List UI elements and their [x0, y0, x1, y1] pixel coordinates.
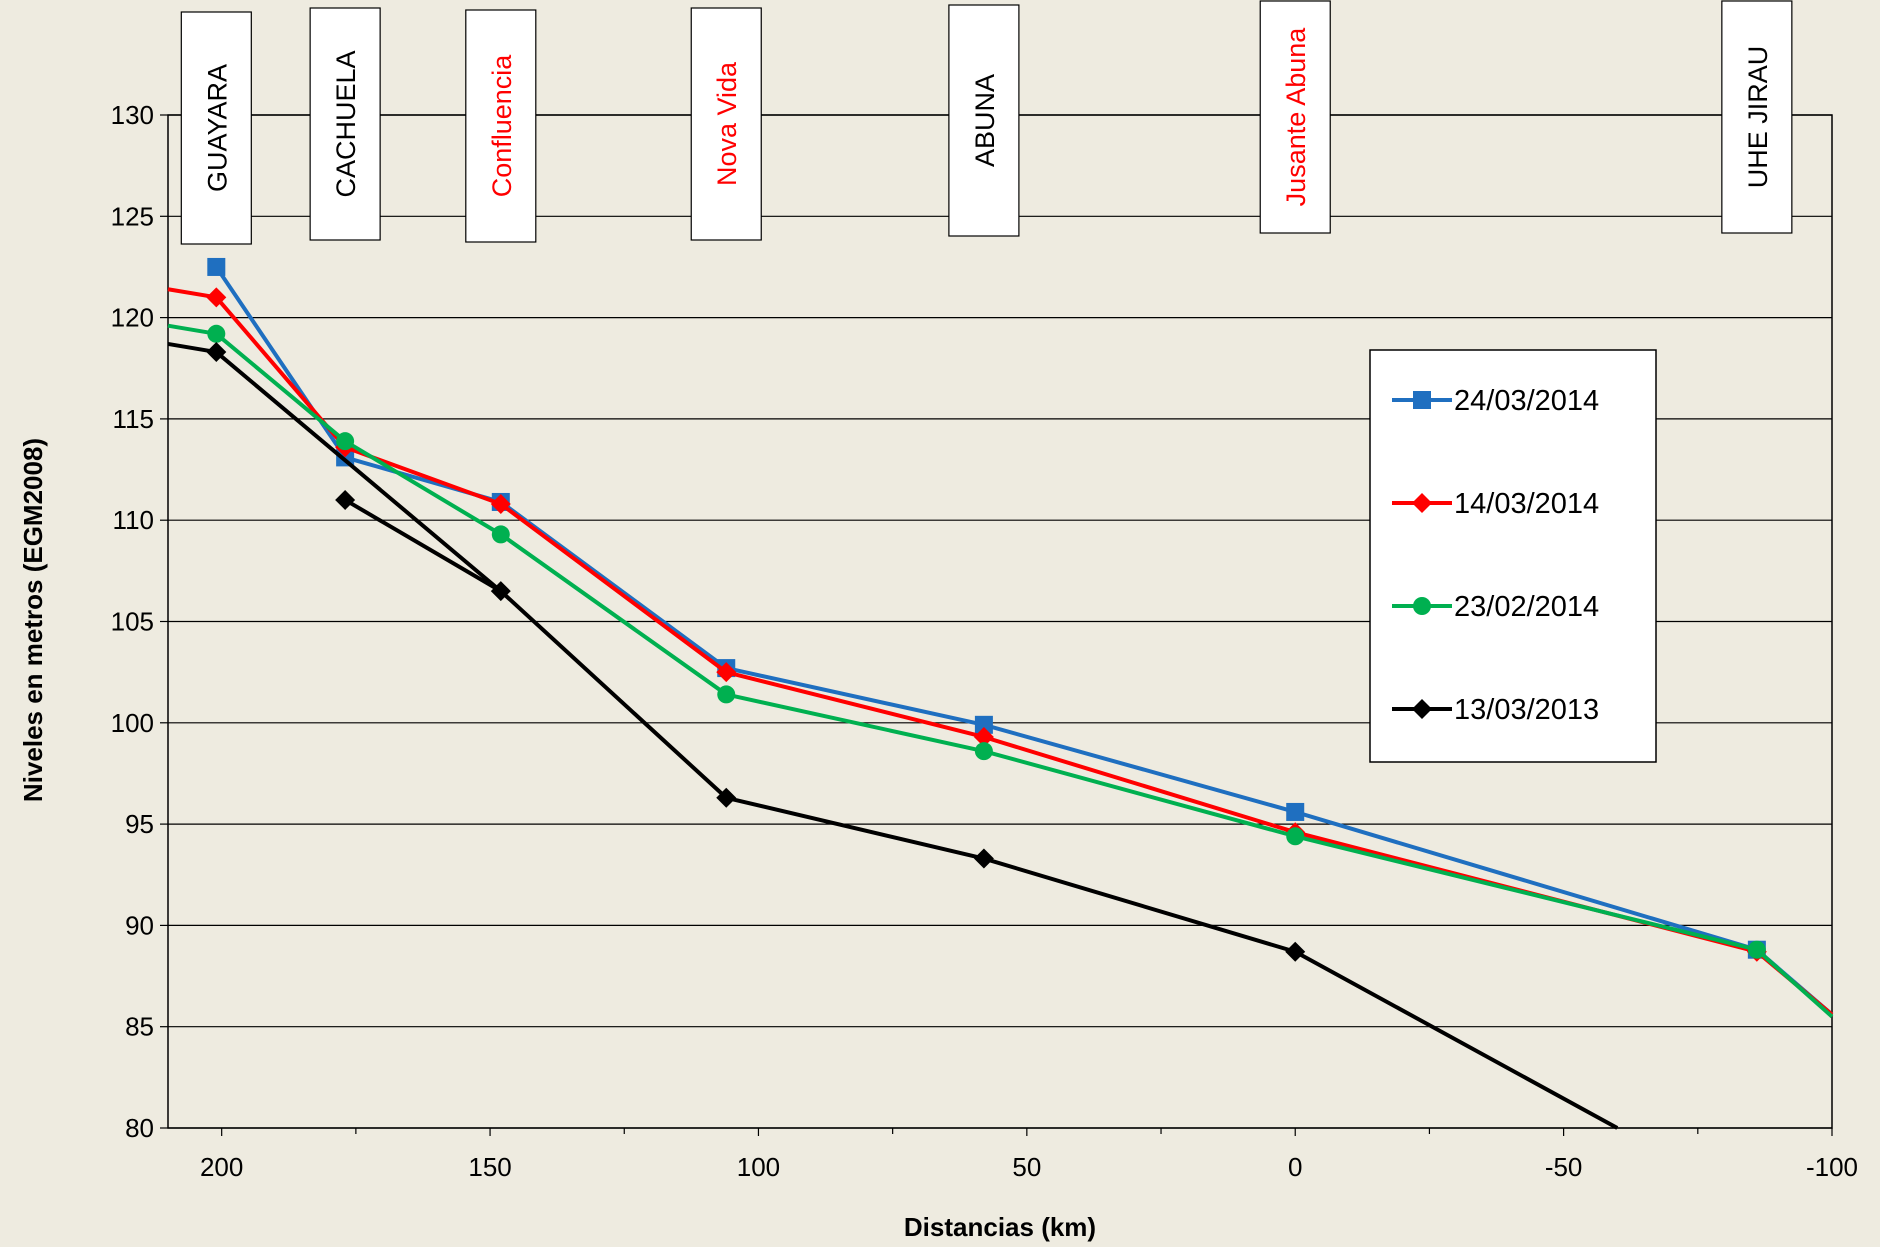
legend: 24/03/2014 14/03/2014 23/02/2014 13/03/2013 [1369, 349, 1657, 763]
y-tick-label: 125 [111, 201, 154, 231]
legend-label: 13/03/2013 [1454, 694, 1599, 726]
data-point [1412, 699, 1432, 719]
station-box [948, 4, 1020, 237]
data-point [1286, 802, 1305, 821]
x-tick-label: 100 [737, 1152, 780, 1182]
data-point [336, 432, 355, 451]
station-labels: GUAYARA CACHUELA Confluencia Nova Vida ABUNA… [180, 0, 1793, 245]
data-point [1285, 941, 1306, 962]
station-box [465, 9, 537, 243]
data-point [716, 662, 737, 683]
data-point [335, 489, 356, 510]
data-point [490, 493, 511, 514]
x-tick-label: 150 [468, 1152, 511, 1182]
y-tick-label: 95 [125, 809, 154, 839]
x-tick-label: -100 [1806, 1152, 1858, 1182]
y-tick-label: 115 [113, 404, 154, 434]
x-axis-title: Distancias (km) [904, 1212, 1096, 1242]
series-4 [167, 341, 1619, 1130]
station-label: Nova Vida [712, 61, 742, 186]
data-point [1747, 940, 1766, 959]
legend-label: 24/03/2014 [1454, 385, 1599, 417]
y-tick-label: 105 [111, 607, 154, 637]
station-label: UHE JIRAU [1743, 46, 1773, 189]
x-tick-label: -50 [1545, 1152, 1583, 1182]
y-tick-label: 90 [125, 910, 154, 940]
legend-label: 14/03/2014 [1454, 488, 1599, 520]
y-tick-label: 130 [111, 100, 154, 130]
data-point [973, 726, 994, 747]
data-point [491, 525, 510, 544]
data-point [1413, 597, 1431, 615]
y-tick-label: 100 [111, 708, 154, 738]
data-point [490, 581, 511, 602]
station-label: CACHUELA [331, 50, 361, 197]
series-3 [167, 323, 1834, 1019]
data-point [1286, 827, 1305, 846]
data-point [206, 342, 227, 363]
y-axis-title: Niveles en metros (EGM2008) [18, 438, 48, 802]
y-tick-label: 80 [125, 1113, 154, 1143]
x-tick-label: 0 [1288, 1152, 1302, 1182]
y-tick-label: 110 [113, 505, 154, 535]
x-tick-label: 200 [200, 1152, 243, 1182]
data-point [716, 787, 737, 808]
y-tick-label: 120 [111, 303, 154, 333]
data-point [207, 257, 226, 276]
data-point [974, 715, 993, 734]
axes: 80 85 90 95 100 105 110 115 120 125 130 200 150 100 50… [111, 100, 1858, 1182]
series-layer [167, 257, 1834, 1130]
x-tick-label: 50 [1012, 1152, 1041, 1182]
station-label: Confluencia [487, 54, 517, 198]
station-label: ABUNA [970, 74, 1000, 167]
data-point [717, 685, 736, 704]
station-box [1721, 0, 1793, 234]
data-point [1413, 391, 1431, 409]
station-label: GUAYARA [202, 64, 232, 192]
station-box [690, 7, 762, 241]
data-point [974, 742, 993, 761]
station-label: Jusante Abuna [1281, 27, 1311, 207]
series-line-segment [344, 498, 502, 593]
station-box [1259, 0, 1331, 234]
data-point [1412, 493, 1432, 513]
station-box [309, 7, 381, 241]
series-line [214, 265, 1834, 1017]
data-point [973, 848, 994, 869]
legend-box [1369, 349, 1657, 763]
station-box [180, 11, 252, 245]
y-tick-label: 85 [125, 1012, 154, 1042]
legend-label: 23/02/2014 [1454, 591, 1599, 623]
data-point [206, 287, 227, 308]
data-point [207, 324, 226, 343]
